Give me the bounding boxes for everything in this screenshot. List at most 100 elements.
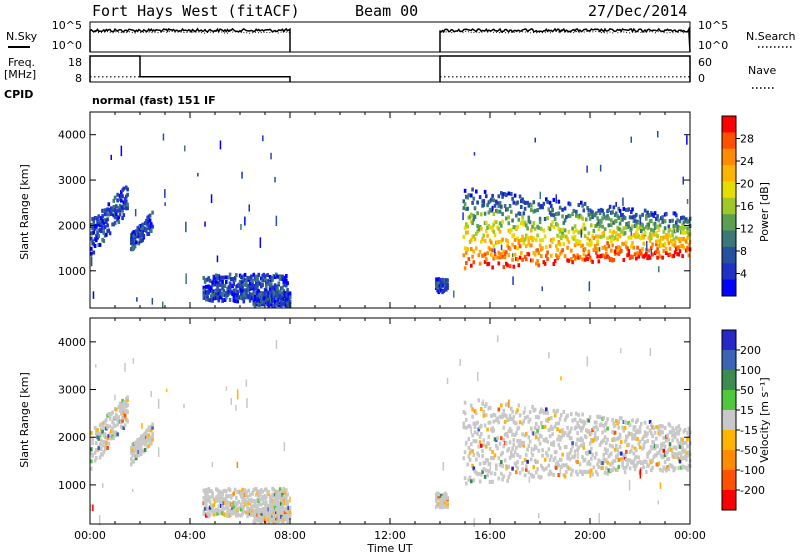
data-cell [477, 371, 479, 382]
data-cell [616, 249, 619, 254]
data-cell [561, 452, 564, 457]
data-cell [626, 462, 629, 467]
data-cell [220, 295, 223, 300]
data-cell [551, 207, 554, 212]
data-cell [517, 263, 521, 268]
data-cell [281, 506, 284, 511]
data-cell [241, 285, 244, 290]
data-cell [555, 465, 558, 470]
data-cell [553, 424, 557, 429]
data-cell [498, 441, 502, 446]
data-cell [100, 447, 103, 452]
data-cell [605, 458, 608, 463]
data-cell [470, 193, 473, 198]
data-cell [648, 232, 652, 237]
data-cell [635, 222, 638, 227]
data-cell [622, 258, 626, 262]
data-cell [102, 440, 106, 444]
data-cell [585, 217, 588, 222]
data-cell [466, 230, 469, 235]
data-cell [488, 405, 492, 410]
data-cell [222, 275, 226, 280]
data-cell [513, 193, 517, 198]
data-cell [683, 225, 687, 230]
data-cell [630, 226, 633, 231]
data-cell [686, 235, 689, 240]
data-cell [560, 250, 563, 255]
data-cell [640, 229, 643, 233]
data-cell [598, 211, 602, 216]
data-cell [563, 474, 567, 479]
data-cell [472, 249, 476, 254]
data-cell [108, 231, 112, 236]
data-cell [205, 492, 208, 497]
data-cell [581, 426, 584, 431]
data-cell [211, 461, 214, 467]
data-cell [666, 433, 669, 438]
data-cell [508, 413, 512, 418]
data-cell [120, 402, 123, 406]
data-cell [497, 194, 501, 199]
data-cell [557, 199, 561, 204]
data-cell [498, 221, 502, 226]
data-cell [582, 442, 586, 447]
data-cell [483, 259, 487, 264]
data-cell [537, 225, 541, 230]
data-cell [288, 505, 292, 510]
data-cell [555, 194, 557, 204]
data-cell [271, 277, 274, 282]
data-cell [668, 219, 672, 224]
data-cell [530, 235, 533, 240]
data-cell [91, 226, 94, 231]
data-cell [520, 205, 523, 209]
data-cell [581, 257, 584, 262]
data-cell [621, 459, 624, 464]
data-cell [202, 509, 206, 514]
data-cell [486, 473, 489, 478]
data-cell [625, 420, 628, 425]
data-cell [656, 444, 659, 449]
data-cell [572, 208, 576, 213]
data-cell [527, 215, 531, 220]
data-cell [132, 451, 136, 456]
data-cell [132, 459, 136, 464]
colorbar-swatch [722, 279, 736, 297]
data-cell [537, 425, 541, 430]
data-cell [602, 457, 606, 462]
data-cell [507, 191, 511, 196]
data-cell [668, 252, 672, 257]
data-cell [625, 437, 628, 442]
data-cell [628, 458, 632, 463]
data-cell [587, 418, 591, 423]
power-ylabel: Slant Range [km] [18, 164, 31, 260]
data-cell [135, 456, 138, 461]
data-cell [467, 477, 471, 482]
data-cell [573, 235, 577, 239]
data-cell [513, 252, 517, 257]
data-cell [496, 416, 499, 421]
data-cell [113, 433, 117, 438]
data-cell [600, 234, 603, 239]
data-cell [583, 257, 587, 262]
data-cell [438, 505, 442, 510]
data-cell [602, 438, 606, 443]
data-cell [643, 208, 647, 213]
y-tick-label: 1000 [58, 265, 86, 278]
data-cell [121, 194, 124, 199]
data-cell [596, 239, 599, 244]
data-cell [633, 432, 637, 437]
data-cell [492, 212, 496, 216]
data-cell [534, 137, 536, 143]
data-cell [550, 204, 553, 209]
data-cell [463, 225, 467, 230]
colorbar-tick-label: -50 [740, 444, 758, 457]
data-cell [580, 200, 583, 205]
data-cell [280, 501, 283, 506]
data-cell [658, 432, 662, 437]
nave-label: Nave [748, 64, 776, 77]
data-cell [471, 187, 474, 192]
data-cell [676, 218, 679, 223]
data-cell [648, 420, 652, 424]
data-cell [492, 229, 496, 234]
